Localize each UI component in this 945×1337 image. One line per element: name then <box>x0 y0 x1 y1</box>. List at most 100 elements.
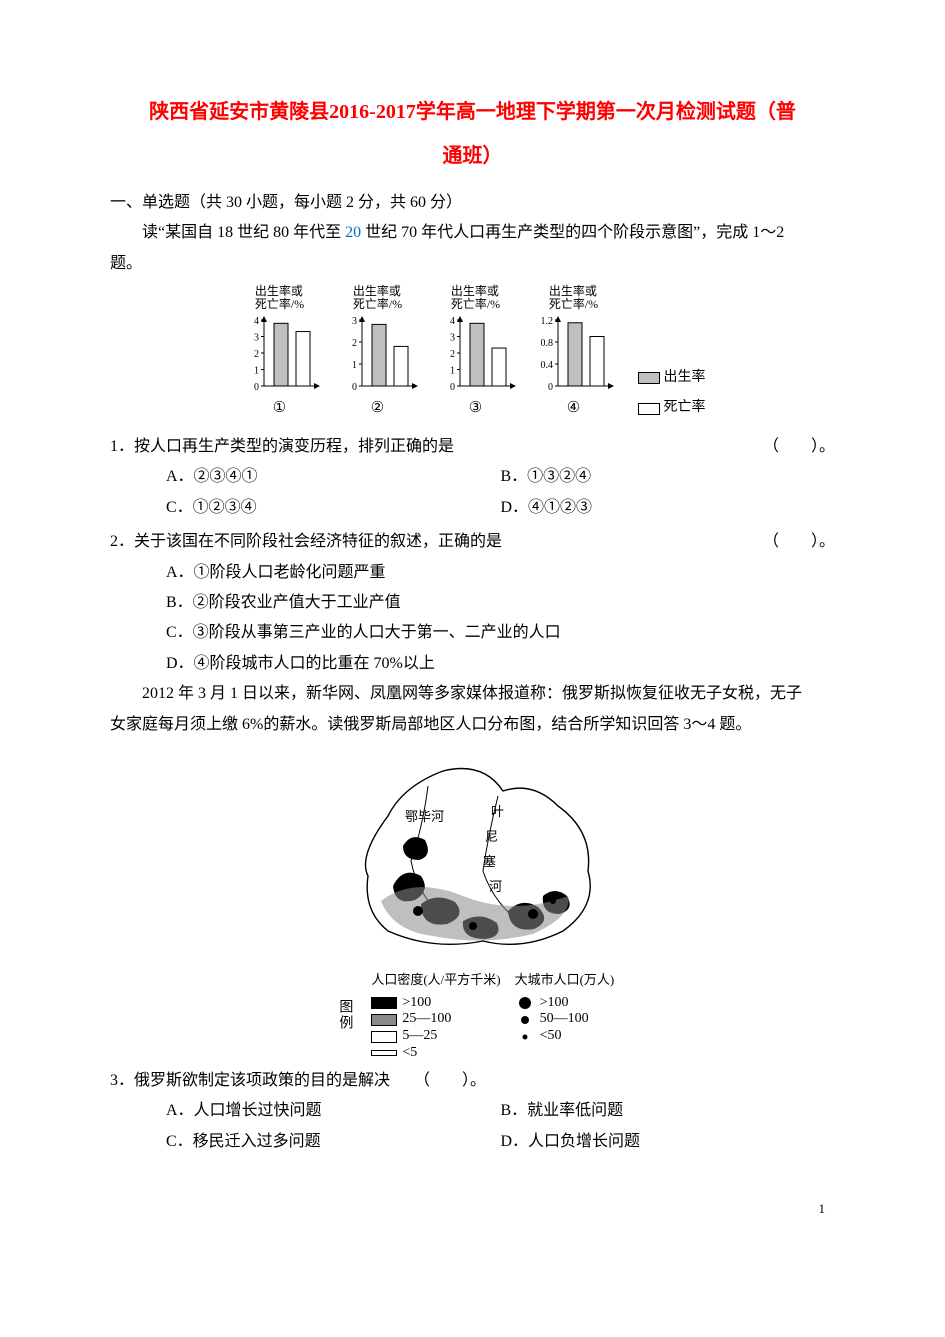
intro-1c: 题。 <box>110 249 835 279</box>
chart-panel: 出生率或死亡率/% 01234 ① <box>240 285 320 422</box>
legend-death-label: 死亡率 <box>664 395 706 422</box>
q2-paren: （ ）。 <box>763 527 835 557</box>
birth-bar <box>470 323 484 386</box>
svg-text:0: 0 <box>548 382 553 392</box>
svg-text:2: 2 <box>352 338 357 349</box>
svg-text:3: 3 <box>254 332 259 343</box>
river-yen-3: 塞 <box>483 854 496 869</box>
svg-text:0: 0 <box>352 382 357 392</box>
city-label: 50—100 <box>540 1011 589 1028</box>
svg-text:3: 3 <box>352 316 357 327</box>
svg-text:0: 0 <box>254 382 259 392</box>
svg-text:3: 3 <box>450 332 455 343</box>
city-dot <box>413 906 423 916</box>
city-label: >100 <box>540 995 569 1012</box>
svg-text:0.8: 0.8 <box>540 338 553 349</box>
russia-map-svg: 鄂毕河 叶 尼 塞 河 <box>333 746 613 966</box>
q3-opt-a: A．人口增长过快问题 <box>166 1096 501 1126</box>
mini-chart-svg: 0123 <box>338 312 418 392</box>
panel-label: ② <box>371 394 384 423</box>
q1: 1．按人口再生产类型的演变历程，排列正确的是 （ ）。 <box>110 432 835 462</box>
city-dot-icon <box>515 995 535 1011</box>
title-line-1: 陕西省延安市黄陵县2016-2017学年高一地理下学期第一次月检测试题（普 <box>110 90 835 134</box>
svg-text:2: 2 <box>254 349 259 360</box>
city-dot-icon <box>515 1029 535 1045</box>
arrow-up-icon <box>261 316 267 322</box>
city-legend-row: >100 <box>515 995 615 1012</box>
density-legend-row: 5—25 <box>371 1028 500 1045</box>
q1-paren: （ ）。 <box>763 432 835 462</box>
q1-opt-a: A．②③④① <box>166 462 501 492</box>
density-swatch <box>371 997 397 1009</box>
density-label: <5 <box>402 1045 417 1062</box>
q1-opt-b: B．①③②④ <box>501 462 836 492</box>
page-root: 陕西省延安市黄陵县2016-2017学年高一地理下学期第一次月检测试题（普 通班… <box>0 0 945 1262</box>
density-legend-row: >100 <box>371 995 500 1012</box>
chart-panel: 出生率或死亡率/% 01234 ③ <box>436 285 516 422</box>
chart-legend: 出生率 死亡率 <box>638 365 706 422</box>
title-line-2: 通班） <box>110 134 835 178</box>
section-1-head: 一、单选题（共 30 小题，每小题 2 分，共 60 分） <box>110 188 835 218</box>
q3-opt-c: C．移民迁入过多问题 <box>166 1127 501 1157</box>
density-swatch <box>371 1031 397 1043</box>
panel-label: ① <box>273 394 286 423</box>
death-bar <box>296 331 310 385</box>
city-dot <box>550 898 556 904</box>
intro-1a: 读“某国自 18 世纪 80 年代至 <box>142 224 345 241</box>
svg-text:0.4: 0.4 <box>540 360 553 371</box>
river-ob-label: 鄂毕河 <box>405 809 444 824</box>
svg-text:1.2: 1.2 <box>540 316 553 327</box>
legend-birth: 出生率 <box>638 365 706 392</box>
axis-title: 出生率或死亡率/% <box>353 285 402 311</box>
death-bar <box>492 348 506 386</box>
q2-opt-b: B．②阶段农业产值大于工业产值 <box>166 588 835 618</box>
intro-1-blue: 20 <box>345 224 361 241</box>
axis-title: 出生率或死亡率/% <box>451 285 500 311</box>
svg-text:4: 4 <box>254 316 259 327</box>
density-swatch <box>371 1014 397 1026</box>
intro-2b: 女家庭每月须上缴 6%的薪水。读俄罗斯局部地区人口分布图，结合所学知识回答 3～… <box>110 710 835 740</box>
arrow-right-icon <box>510 383 516 389</box>
death-swatch <box>638 403 660 415</box>
arrow-up-icon <box>359 316 365 322</box>
legend-birth-label: 出生率 <box>664 365 706 392</box>
density-legend-row: 25—100 <box>371 1011 500 1028</box>
arrow-up-icon <box>457 316 463 322</box>
svg-text:2: 2 <box>450 349 455 360</box>
page-number: 1 <box>110 1197 835 1222</box>
city-label: <50 <box>540 1028 562 1045</box>
mini-chart-svg: 0 0.4 0.8 1.2 <box>534 312 614 392</box>
river-yen-4: 河 <box>489 879 502 894</box>
birth-bar <box>568 322 582 385</box>
intro-1b: 世纪 70 年代人口再生产类型的四个阶段示意图”，完成 1～2 <box>361 224 784 241</box>
arrow-up-icon <box>555 316 561 322</box>
svg-text:4: 4 <box>450 316 455 327</box>
map-figure: 鄂毕河 叶 尼 塞 河 <box>110 746 835 966</box>
city-dot <box>469 922 477 930</box>
svg-text:1: 1 <box>450 365 455 376</box>
svg-text:1: 1 <box>254 365 259 376</box>
q2-options: A．①阶段人口老龄化问题严重 B．②阶段农业产值大于工业产值 C．③阶段从事第三… <box>110 558 835 680</box>
svg-text:0: 0 <box>450 382 455 392</box>
density-swatch <box>371 1050 397 1056</box>
birth-swatch <box>638 372 660 384</box>
river-yen-1: 叶 <box>491 804 504 819</box>
q1-options: A．②③④① B．①③②④ C．①②③④ D．④①②③ <box>110 462 835 523</box>
legend-city-title: 大城市人口(万人) <box>515 968 615 993</box>
q2-stem: 2．关于该国在不同阶段社会经济特征的叙述，正确的是 <box>110 527 502 557</box>
q3-options: A．人口增长过快问题 B．就业率低问题 C．移民迁入过多问题 D．人口负增长问题 <box>110 1096 835 1157</box>
chart-row: 出生率或死亡率/% 01234 ① 出生率或死亡率/% 0123 ② 出生率或死… <box>110 285 835 422</box>
q1-stem: 1．按人口再生产类型的演变历程，排列正确的是 <box>110 432 454 462</box>
city-legend-row: 50—100 <box>515 1011 615 1028</box>
birth-bar <box>372 324 386 386</box>
birth-bar <box>274 323 288 386</box>
density-label: 5—25 <box>402 1028 437 1045</box>
mini-chart-svg: 0 1 2 3 4 <box>436 312 516 392</box>
chart-panel: 出生率或死亡率/% 00.40.81.2 ④ <box>534 285 614 422</box>
city-dot-icon <box>515 1012 535 1028</box>
q1-opt-d: D．④①②③ <box>501 493 836 523</box>
panel-label: ④ <box>567 394 580 423</box>
mini-chart-svg: 0 1 2 3 4 <box>240 312 320 392</box>
arrow-right-icon <box>608 383 614 389</box>
q1-opt-c: C．①②③④ <box>166 493 501 523</box>
